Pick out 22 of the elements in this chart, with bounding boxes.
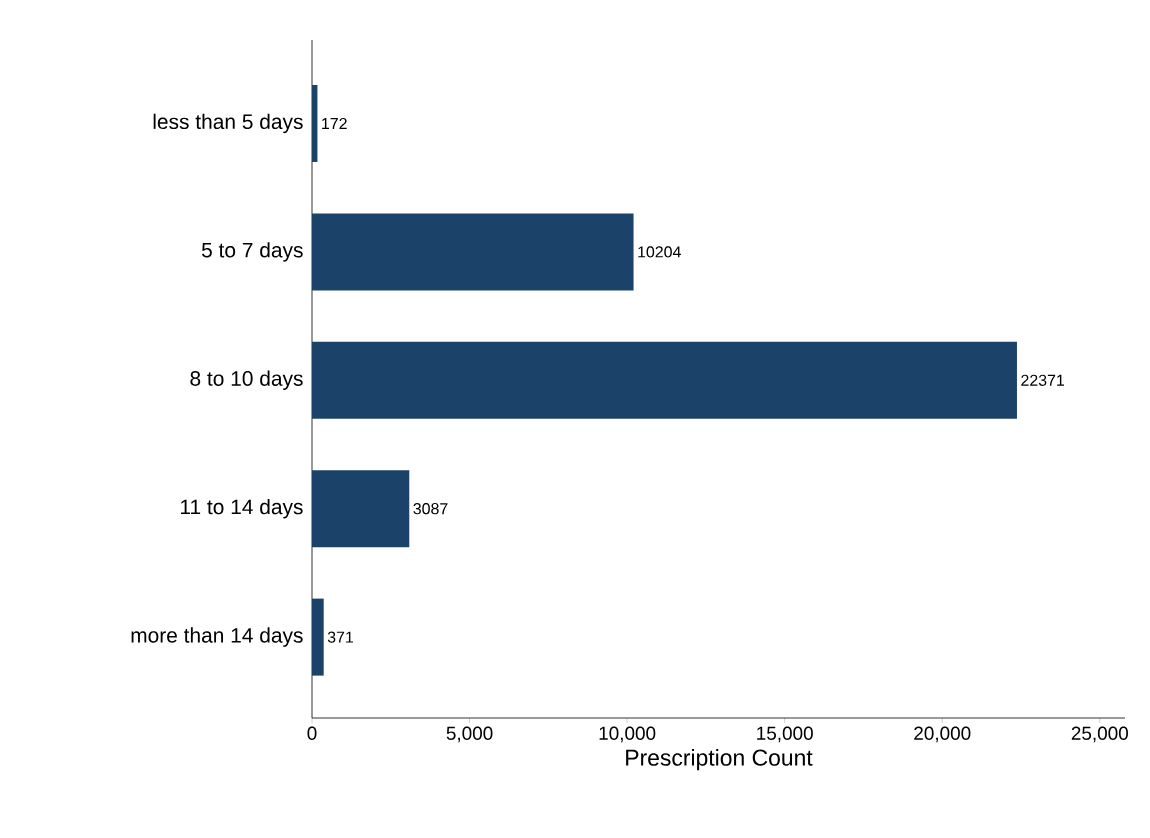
y-tick-label: more than 14 days — [131, 627, 303, 647]
x-axis-title: Prescription Count — [626, 749, 813, 771]
bar — [312, 213, 634, 291]
bar — [312, 84, 318, 162]
data-label: 10204 — [638, 246, 681, 258]
data-label: 3087 — [413, 503, 448, 515]
bar — [312, 470, 410, 548]
bar — [312, 341, 1017, 419]
x-tick-label: 15,000 — [757, 726, 813, 743]
y-tick-label: less than 5 days — [153, 113, 303, 134]
data-label: 22371 — [1021, 374, 1065, 386]
x-tick-label: 0 — [307, 726, 317, 740]
x-tick-label: 20,000 — [914, 726, 971, 743]
y-tick-label: 8 to 10 days — [190, 370, 303, 391]
x-tick-label: 25,000 — [1071, 726, 1128, 743]
x-tick-label: 5,000 — [446, 726, 493, 743]
bar — [312, 598, 324, 676]
x-tick-label: 10,000 — [599, 726, 656, 743]
data-label: 172 — [322, 117, 347, 130]
data-label: 371 — [327, 631, 354, 643]
y-tick-label: 11 to 14 days — [181, 498, 303, 519]
y-tick-label: 5 to 7 days — [201, 242, 303, 262]
